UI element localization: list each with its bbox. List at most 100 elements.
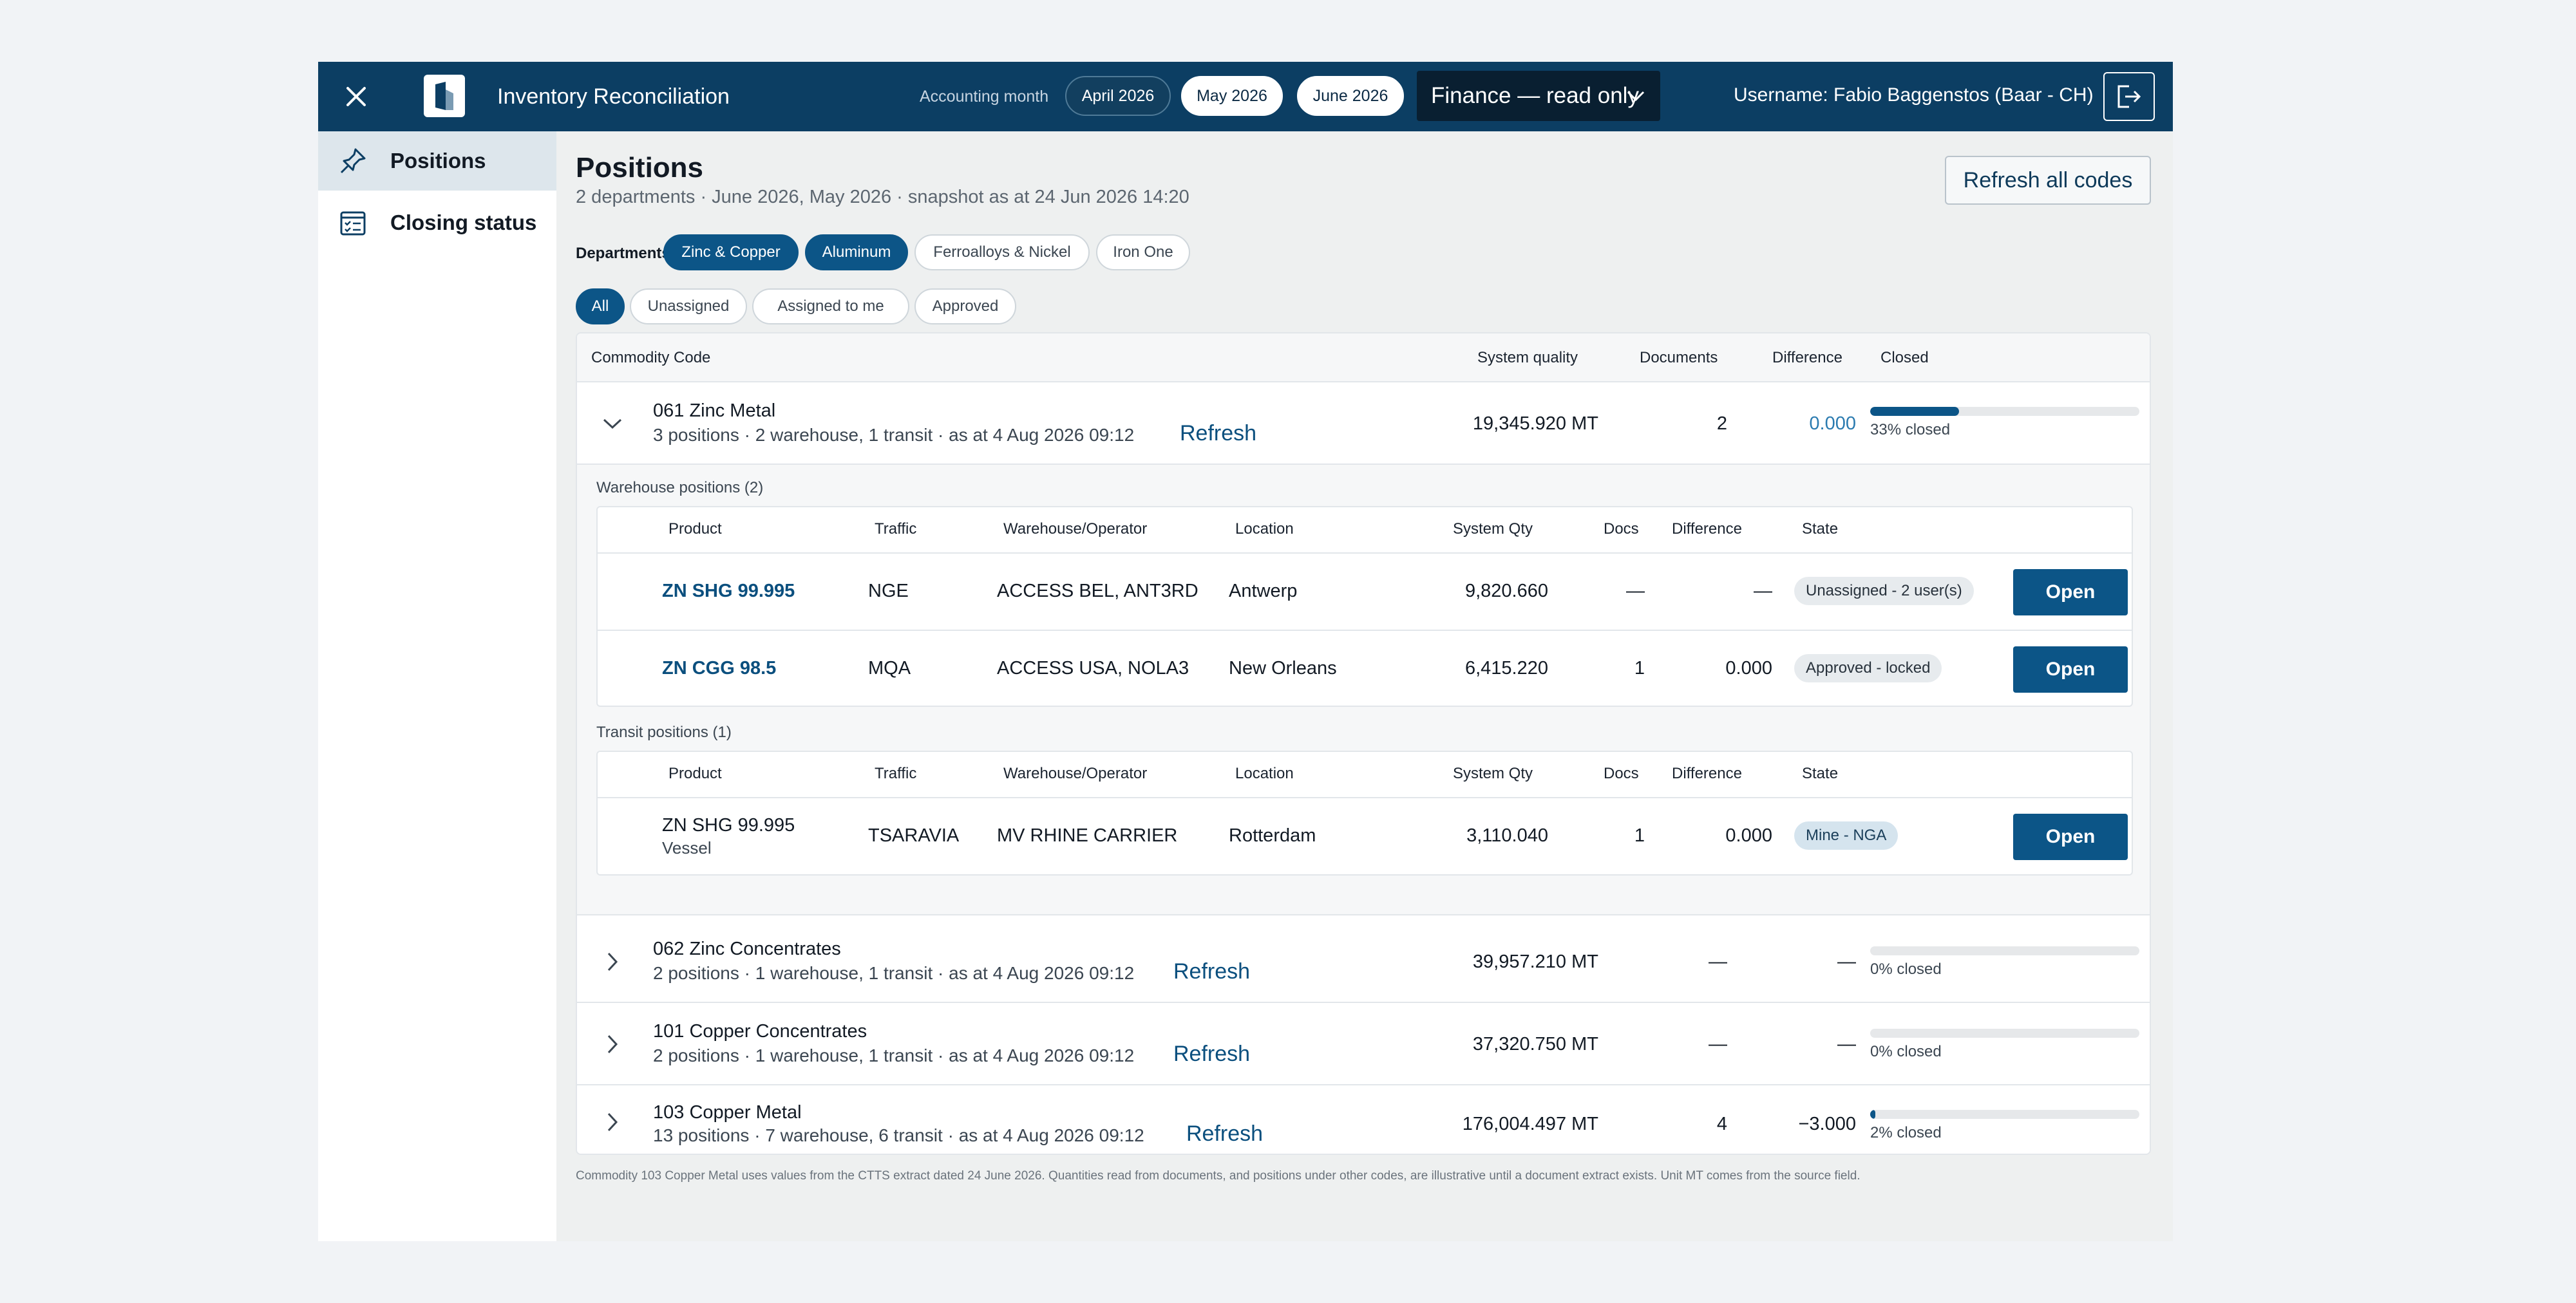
transit-positions-label: Transit positions (1) [596, 724, 732, 741]
main-content: Positions 2 departments · June 2026, May… [556, 131, 2173, 1241]
department-chip-zinc-copper[interactable]: Zinc & Copper [663, 234, 799, 270]
department-chip-ferroalloys-nickel[interactable]: Ferroalloys & Nickel [914, 234, 1090, 270]
chevron-right-icon[interactable] [601, 1033, 623, 1055]
header-traffic: Traffic [875, 520, 917, 538]
header-traffic: Traffic [875, 765, 917, 782]
commodity-code: 101 Copper Concentrates [653, 1021, 867, 1042]
warehouse-positions-table: Product Traffic Warehouse/Operator Locat… [596, 506, 2133, 707]
product-link[interactable]: ZN CGG 98.5 [662, 658, 777, 679]
closed-label: 0% closed [1870, 961, 1942, 978]
header-state: State [1802, 520, 1839, 538]
documents-count: 2 [1716, 413, 1727, 434]
pin-icon [337, 145, 368, 176]
page-title: Positions [576, 152, 704, 183]
system-quality: 176,004.497 MT [1462, 1114, 1598, 1134]
expanded-details: Warehouse positions (2) Product Traffic … [577, 465, 2150, 915]
open-button[interactable]: Open [2013, 646, 2128, 693]
chevron-right-icon[interactable] [601, 951, 623, 973]
logout-icon [2117, 85, 2141, 108]
header-warehouse-operator: Warehouse/Operator [1003, 765, 1148, 782]
table-row[interactable]: 061 Zinc Metal 3 positions · 2 warehouse… [577, 382, 2150, 465]
traffic: TSARAVIA [868, 825, 960, 846]
system-qty: 9,820.660 [1464, 581, 1548, 601]
filter-chip-all[interactable]: All [576, 288, 625, 324]
state-badge: Mine - NGA [1794, 821, 1899, 850]
header-state: State [1802, 765, 1839, 782]
system-quality: 37,320.750 MT [1472, 1034, 1598, 1055]
role-select[interactable]: Finance — read only [1417, 71, 1660, 121]
sidebar-item-label: Closing status [390, 211, 537, 234]
closed-progress-bar [1870, 946, 2139, 955]
warehouse-row[interactable]: ZN SHG 99.995 NGE ACCESS BEL, ANT3RD Ant… [598, 554, 2132, 631]
closed-progress-bar [1870, 1110, 2139, 1119]
app-logo [424, 75, 465, 117]
system-quality: 19,345.920 MT [1472, 413, 1598, 434]
difference-value: — [1837, 951, 1856, 972]
header-commodity-code: Commodity Code [591, 349, 711, 366]
app-title: Inventory Reconciliation [497, 84, 730, 109]
commodity-code: 103 Copper Metal [653, 1102, 802, 1123]
filter-chip-approved[interactable]: Approved [914, 288, 1016, 324]
table-row[interactable]: 103 Copper Metal 13 positions · 7 wareho… [577, 1085, 2150, 1154]
refresh-link[interactable]: Refresh [1173, 959, 1251, 984]
warehouse-positions-label: Warehouse positions (2) [596, 479, 764, 496]
transit-row[interactable]: ZN SHG 99.995 Vessel TSARAVIA MV RHINE C… [598, 798, 2132, 874]
filter-chip-unassigned[interactable]: Unassigned [630, 288, 747, 324]
sidebar-item-label: Positions [390, 149, 486, 173]
closed-progress-bar [1870, 407, 2139, 416]
commodity-meta: 2 positions · 1 warehouse, 1 transit · a… [653, 963, 1135, 983]
open-button[interactable]: Open [2013, 814, 2128, 860]
filter-chip-assigned-to-me[interactable]: Assigned to me [752, 288, 909, 324]
table-row[interactable]: 101 Copper Concentrates 2 positions · 1 … [577, 1003, 2150, 1085]
month-pill-may[interactable]: May 2026 [1181, 76, 1283, 116]
header-difference: Difference [1672, 520, 1742, 538]
commodity-code: 062 Zinc Concentrates [653, 939, 841, 959]
header-system-qty: System Qty [1453, 765, 1533, 782]
difference-value: 0.000 [1809, 413, 1856, 434]
role-select-value: Finance — read only [1431, 83, 1639, 108]
department-chip-iron-one[interactable]: Iron One [1096, 234, 1190, 270]
product-link[interactable]: ZN SHG 99.995 [662, 581, 795, 601]
sidebar-item-closing-status[interactable]: Closing status [318, 193, 556, 252]
closed-label: 0% closed [1870, 1043, 1942, 1060]
close-icon[interactable] [337, 78, 375, 115]
refresh-link[interactable]: Refresh [1180, 421, 1257, 445]
header-system-qty: System Qty [1453, 520, 1533, 538]
difference: 0.000 [1725, 825, 1772, 846]
documents-count: 4 [1716, 1114, 1727, 1134]
product-subtype: Vessel [662, 838, 712, 858]
system-qty: 6,415.220 [1464, 658, 1548, 679]
traffic: MQA [868, 658, 911, 679]
closed-label: 2% closed [1870, 1124, 1942, 1141]
month-pill-april[interactable]: April 2026 [1065, 76, 1171, 116]
chevron-down-icon[interactable] [601, 413, 623, 435]
system-qty: 3,110.040 [1466, 825, 1548, 846]
header-location: Location [1235, 520, 1294, 538]
header-difference: Difference [1672, 765, 1742, 782]
department-chip-aluminum[interactable]: Aluminum [805, 234, 908, 270]
chevron-right-icon[interactable] [601, 1111, 623, 1133]
header-product: Product [668, 520, 722, 538]
header-location: Location [1235, 765, 1294, 782]
logout-button[interactable] [2103, 72, 2155, 121]
refresh-link[interactable]: Refresh [1173, 1042, 1251, 1066]
sidebar-item-positions[interactable]: Positions [318, 131, 556, 191]
closed-progress-fill [1870, 407, 1959, 416]
refresh-all-button[interactable]: Refresh all codes [1945, 156, 2151, 205]
warehouse-row[interactable]: ZN CGG 98.5 MQA ACCESS USA, NOLA3 New Or… [598, 631, 2132, 706]
open-button[interactable]: Open [2013, 569, 2128, 615]
checklist-icon [337, 207, 368, 238]
table-row[interactable]: 062 Zinc Concentrates 2 positions · 1 wa… [577, 921, 2150, 1003]
commodity-meta: 3 positions · 2 warehouse, 1 transit · a… [653, 425, 1135, 445]
header-system-quality: System quality [1477, 349, 1578, 366]
docs: 1 [1634, 825, 1645, 846]
location: Antwerp [1229, 581, 1298, 601]
state-badge: Approved - locked [1794, 654, 1942, 682]
commodity-meta: 13 positions · 7 warehouse, 6 transit · … [653, 1125, 1144, 1145]
accounting-month-label: Accounting month [920, 88, 1049, 106]
refresh-link[interactable]: Refresh [1186, 1121, 1264, 1146]
positions-table: Commodity Code System quality Documents … [576, 332, 2151, 1155]
month-pill-june[interactable]: June 2026 [1297, 76, 1404, 116]
transit-positions-table: Product Traffic Warehouse/Operator Locat… [596, 751, 2133, 876]
header-docs: Docs [1604, 765, 1639, 782]
